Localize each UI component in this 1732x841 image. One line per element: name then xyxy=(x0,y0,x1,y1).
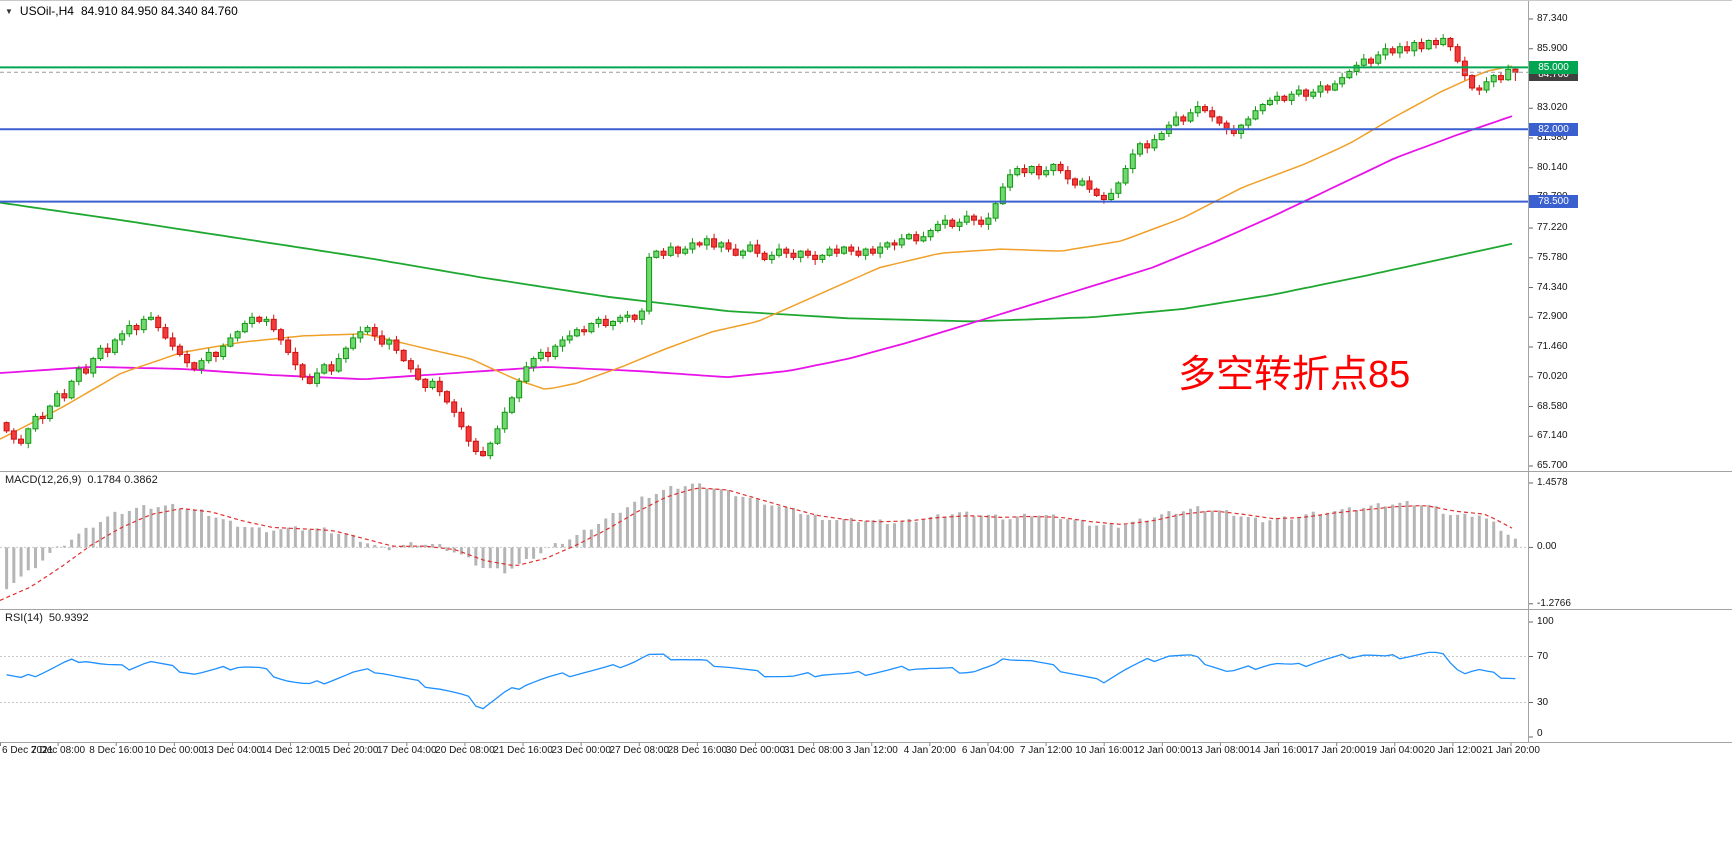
rsi-name: RSI(14) xyxy=(5,612,43,624)
ohlc-values: 84.910 84.950 84.340 84.760 xyxy=(80,4,238,18)
chart-title: ▼ USOil-,H4 84.910 84.950 84.340 84.760 xyxy=(5,4,238,18)
ma-fast-orange-line xyxy=(0,65,1513,440)
candlesticks xyxy=(3,34,1519,460)
rsi-line xyxy=(6,651,1516,710)
macd-histogram xyxy=(5,483,1517,590)
chart-annotation-text[interactable]: 多空转折点85 xyxy=(1178,354,1411,396)
price-axis-border[interactable] xyxy=(1528,1,1529,742)
ma-mid-magenta-line xyxy=(0,115,1513,381)
macd-values: 0.1784 0.3862 xyxy=(87,474,158,486)
macd-name: MACD(12,26,9) xyxy=(5,474,82,486)
panel-separator-rsi[interactable] xyxy=(0,609,1732,610)
symbol-dropdown-icon[interactable]: ▼ xyxy=(5,6,13,16)
rsi-values: 50.9392 xyxy=(48,612,89,624)
panel-separator-macd[interactable] xyxy=(0,471,1732,472)
time-axis-separator[interactable] xyxy=(0,742,1732,743)
macd-indicator-label: MACD(12,26,9) 0.1784 0.3862 xyxy=(5,474,158,486)
symbol-timeframe-label: USOil-,H4 xyxy=(19,4,74,18)
rsi-indicator-label: RSI(14) 50.9392 xyxy=(5,612,89,624)
ma-slow-green-line xyxy=(0,201,1513,323)
